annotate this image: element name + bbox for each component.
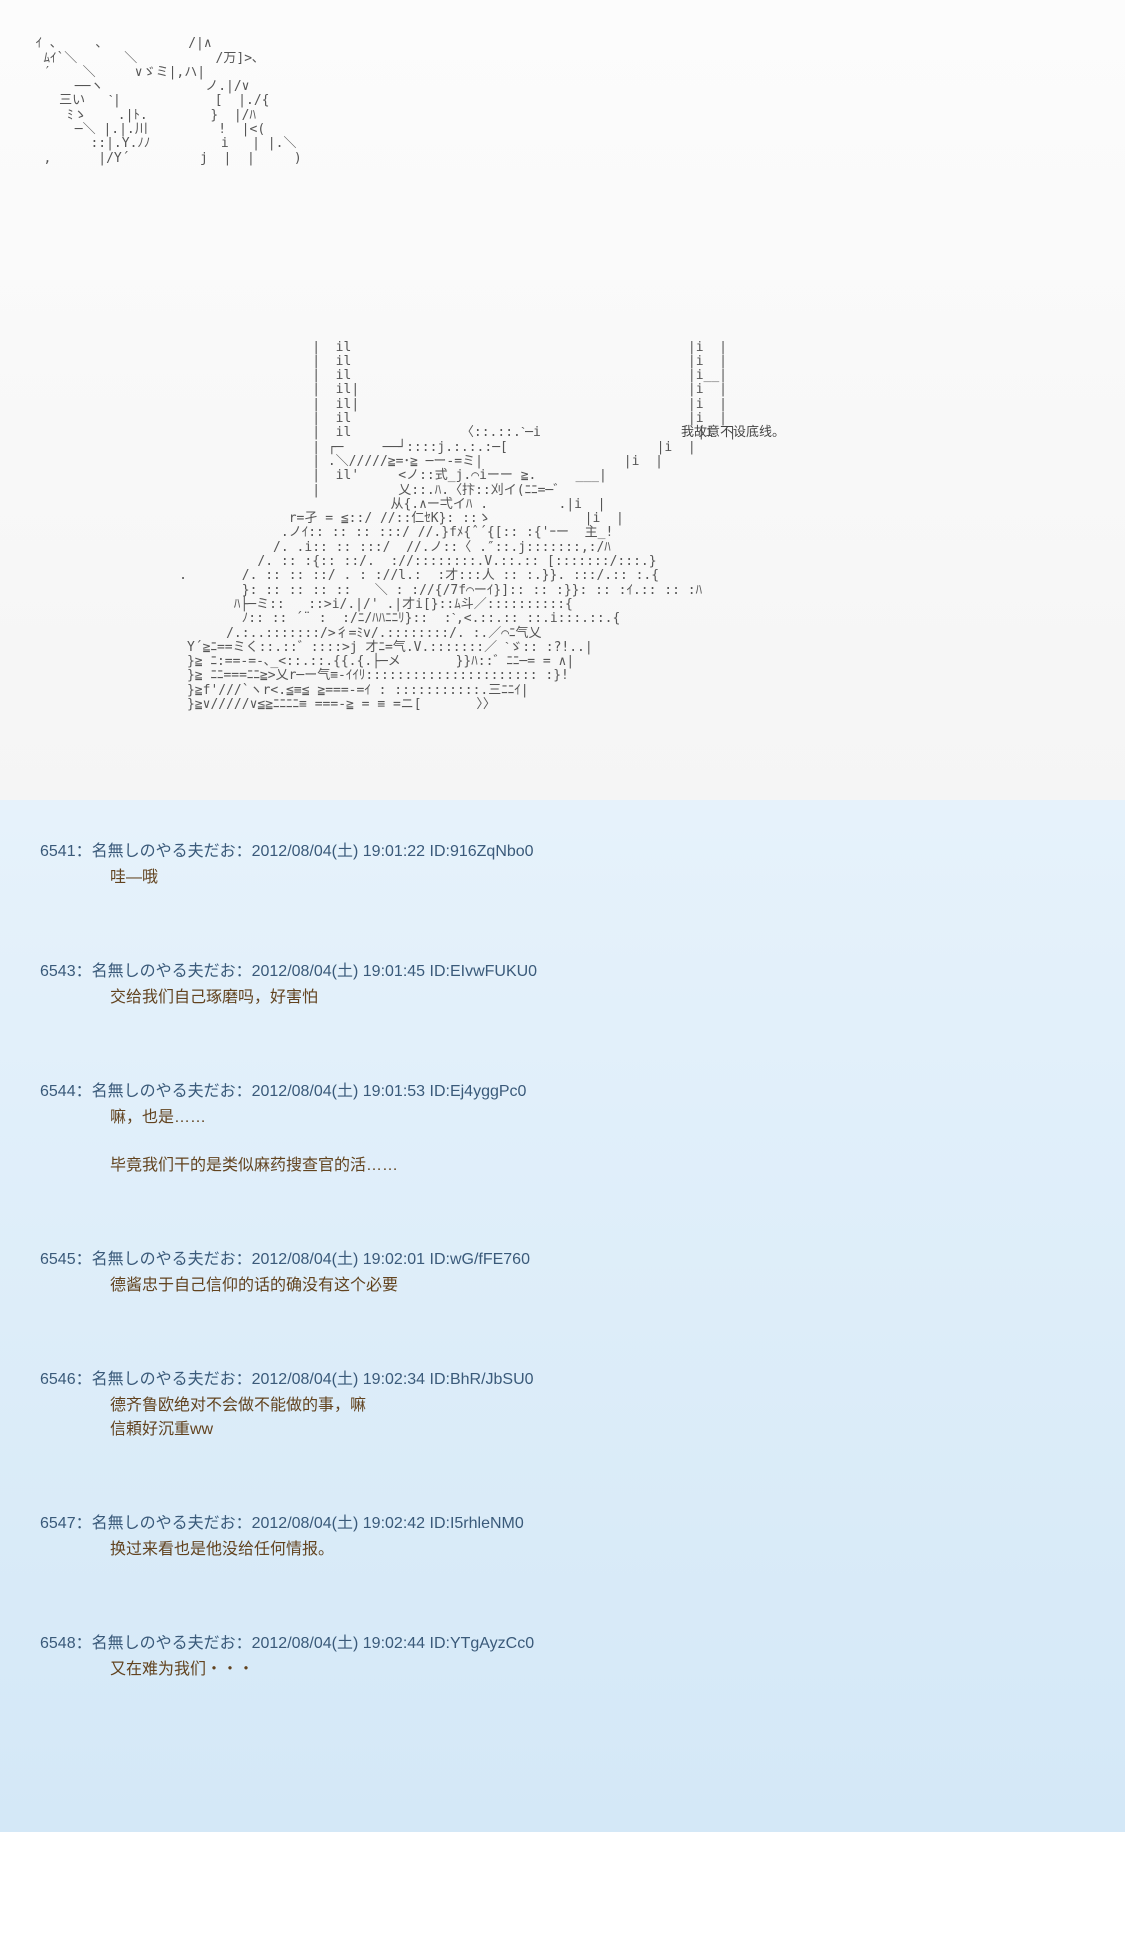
- comment: 6544：名無しのやる夫だお：2012/08/04(土) 19:01:53 ID…: [40, 1080, 1085, 1178]
- comment: 6541：名無しのやる夫だお：2012/08/04(土) 19:01:22 ID…: [40, 840, 1085, 890]
- comment-body: 德酱忠于自己信仰的话的确没有这个必要: [110, 1274, 1085, 1298]
- comment: 6548：名無しのやる夫だお：2012/08/04(土) 19:02:44 ID…: [40, 1632, 1085, 1682]
- comment-body: 德齐鲁欧绝对不会做不能做的事，嘛 信頼好沉重ww: [110, 1394, 1085, 1442]
- ascii-art-1: ｲ ､ ､ /|∧ ﾑｲ`＼ ＼ /万]>､ ′ ＼ ∨ゞミ|,ハ| ──ヽ ノ…: [36, 37, 302, 166]
- comment-header: 6541：名無しのやる夫だお：2012/08/04(土) 19:01:22 ID…: [40, 840, 1085, 864]
- comment-header: 6547：名無しのやる夫だお：2012/08/04(土) 19:02:42 ID…: [40, 1512, 1085, 1536]
- comments-section: 6541：名無しのやる夫だお：2012/08/04(土) 19:01:22 ID…: [0, 800, 1125, 1832]
- comment-body: 哇—哦: [110, 866, 1085, 890]
- comment-body: 换过来看也是他没给任何情报。: [110, 1538, 1085, 1562]
- comment-header: 6543：名無しのやる夫だお：2012/08/04(土) 19:01:45 ID…: [40, 960, 1085, 984]
- comment: 6547：名無しのやる夫だお：2012/08/04(土) 19:02:42 ID…: [40, 1512, 1085, 1562]
- comment: 6546：名無しのやる夫だお：2012/08/04(土) 19:02:34 ID…: [40, 1368, 1085, 1442]
- comment-header: 6548：名無しのやる夫だお：2012/08/04(土) 19:02:44 ID…: [40, 1632, 1085, 1656]
- comment-header: 6544：名無しのやる夫だお：2012/08/04(土) 19:01:53 ID…: [40, 1080, 1085, 1104]
- comment-body: 交给我们自己琢磨吗，好害怕: [110, 986, 1085, 1010]
- comment-header: 6545：名無しのやる夫だお：2012/08/04(土) 19:02:01 ID…: [40, 1248, 1085, 1272]
- comment-header: 6546：名無しのやる夫だお：2012/08/04(土) 19:02:34 ID…: [40, 1368, 1085, 1392]
- ascii-art-2: | il |i | | il |i | | il |i__: [156, 341, 737, 713]
- ascii-art-section: ｲ ､ ､ /|∧ ﾑｲ`＼ ＼ /万]>､ ′ ＼ ∨ゞミ|,ハ| ──ヽ ノ…: [0, 0, 1125, 800]
- comment-body: 嘛，也是…… 毕竟我们干的是类似麻药搜查官的活……: [110, 1106, 1085, 1178]
- comment: 6545：名無しのやる夫だお：2012/08/04(土) 19:02:01 ID…: [40, 1248, 1085, 1298]
- comment: 6543：名無しのやる夫だお：2012/08/04(土) 19:01:45 ID…: [40, 960, 1085, 1010]
- comment-body: 又在难为我们・・・: [110, 1658, 1085, 1682]
- ascii-caption: 我故意不设底线。: [681, 425, 785, 439]
